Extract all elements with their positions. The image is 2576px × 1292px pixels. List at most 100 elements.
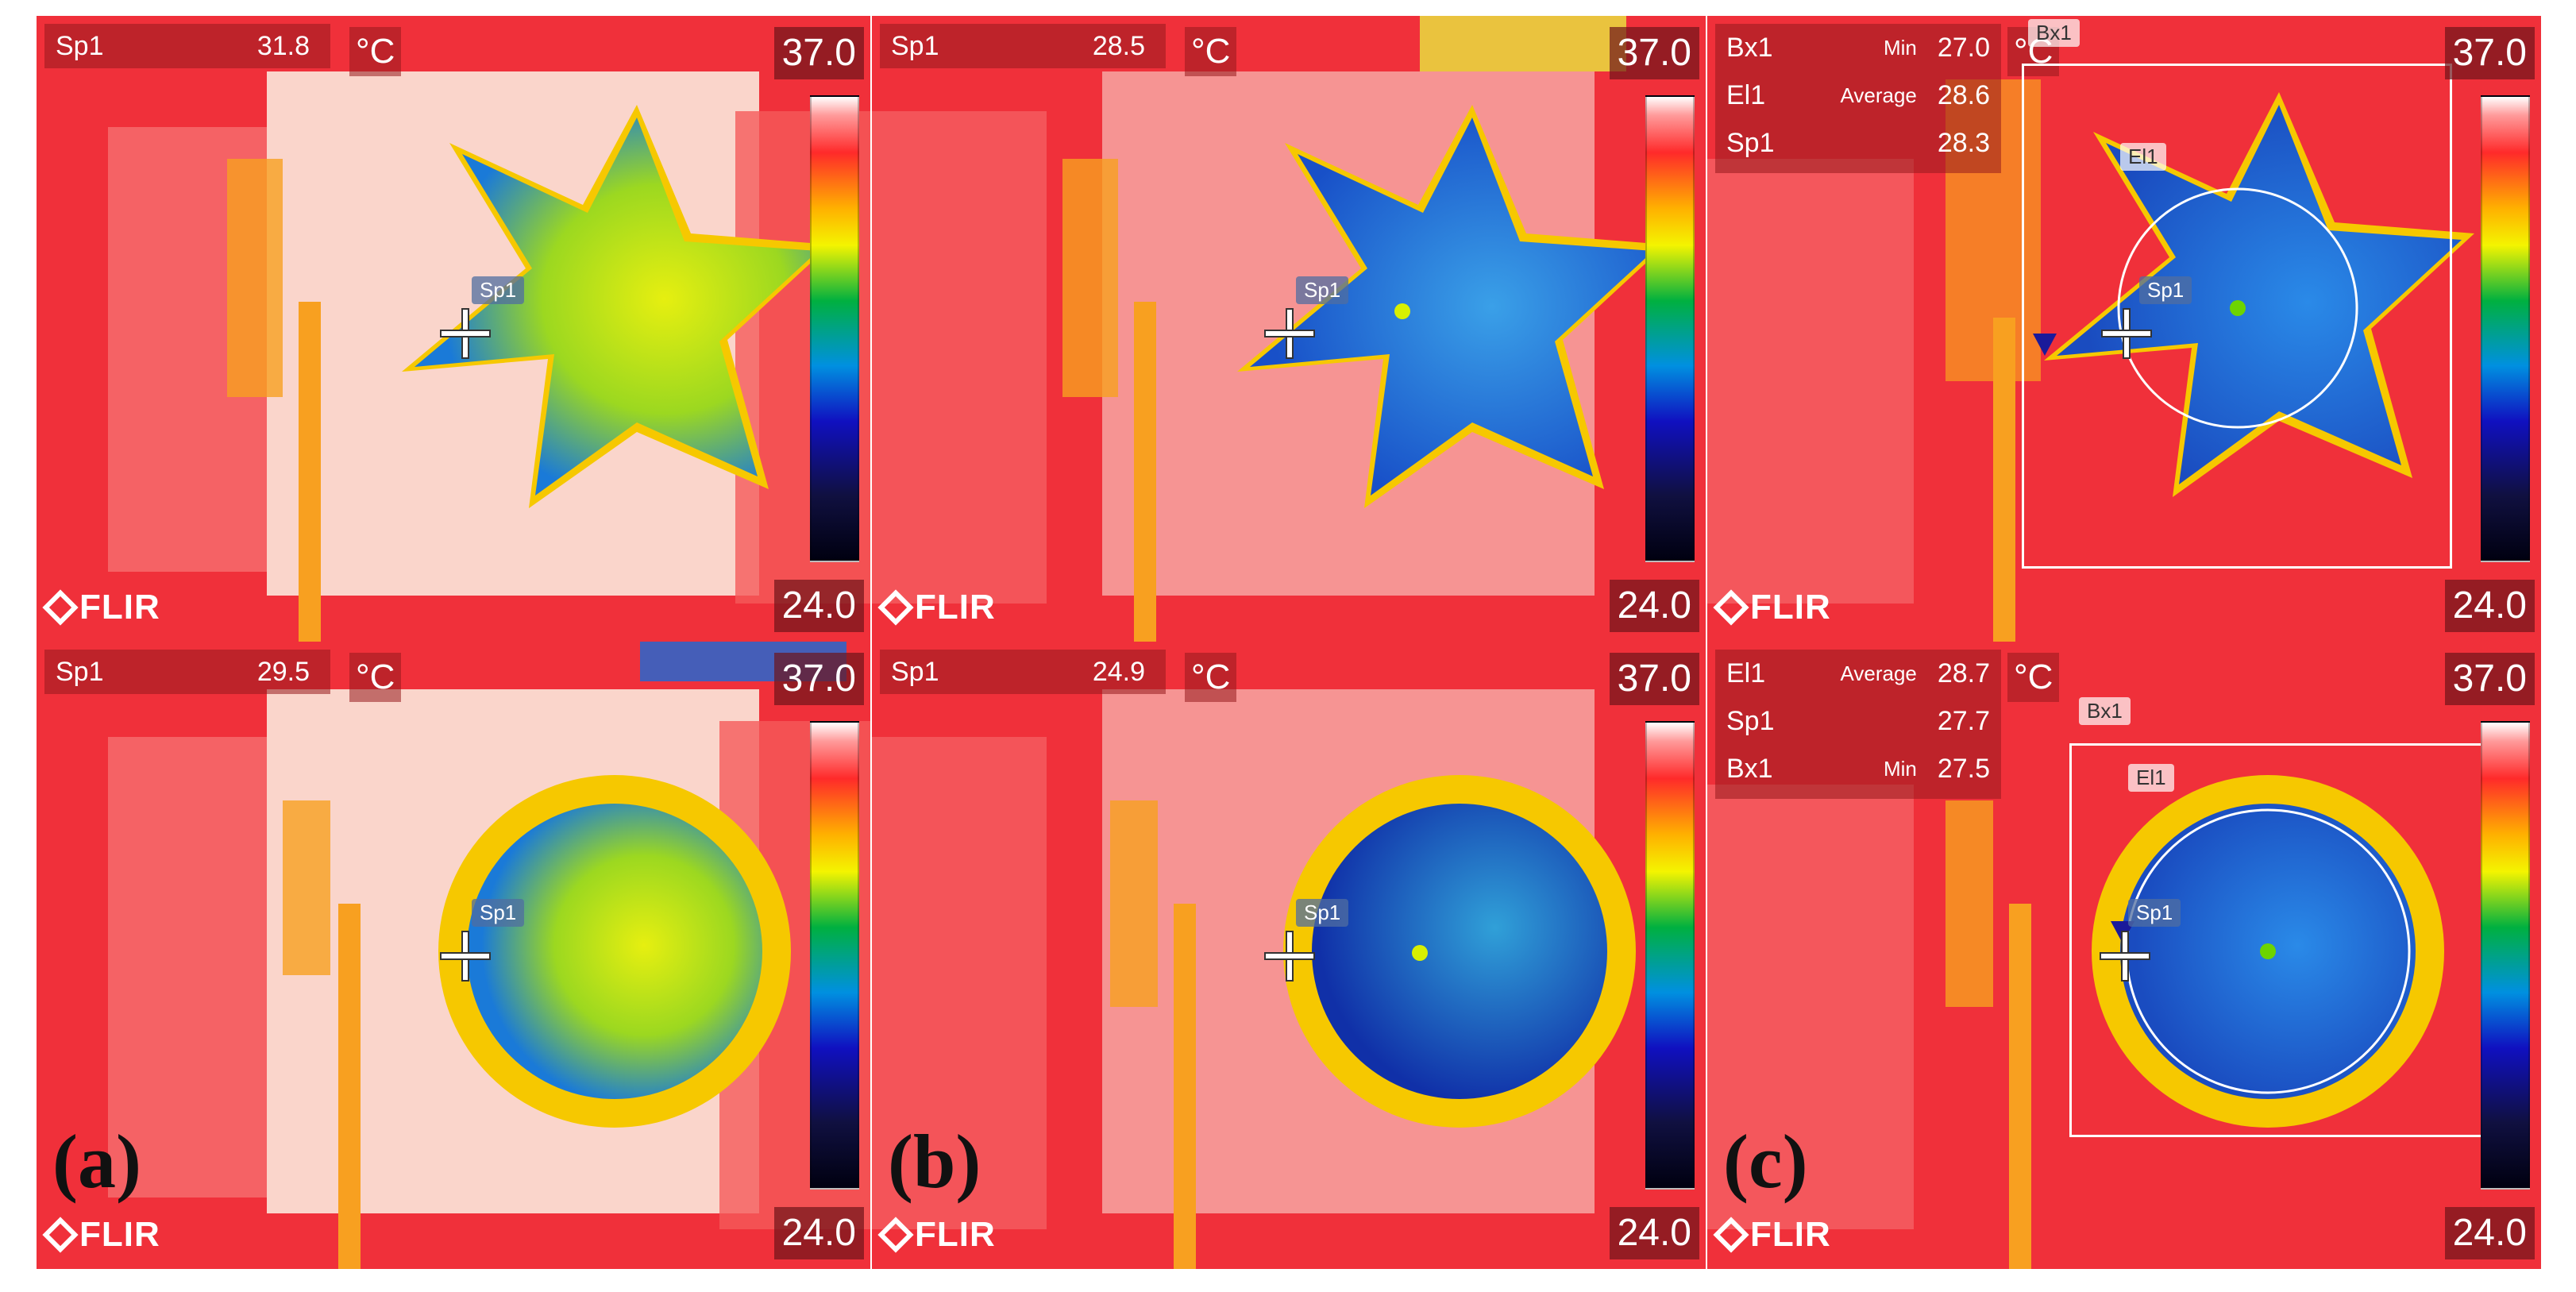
flir-logo-icon [877,1217,914,1253]
readout-stat: Min [1883,36,1917,60]
readout-row: Bx1 Min 27.0 [1715,24,2001,71]
spot-label: Sp1 [56,31,104,61]
flir-logo-text: FLIR [79,1215,160,1254]
unit-label: °C [1185,653,1237,702]
thermal-panel-c-bottom: El1 Average 28.7 Sp1 27.7 Bx1 Min 27.5 °… [1707,642,2541,1269]
readout-row: Sp1 31.8 [44,24,330,68]
flir-logo-text: FLIR [1750,1215,1831,1254]
thermal-image [1707,642,2541,1269]
spot-label: Sp1 [56,657,104,687]
unit-label: °C [1185,27,1237,76]
unit-label: °C [349,653,402,702]
star-hot-object [2057,105,2462,484]
spot-crosshair-icon [1266,932,1313,980]
flir-logo: FLIR [1713,588,1831,627]
ellipse-roi-tag: El1 [2128,764,2174,792]
readout-stat: Average [1840,83,1917,107]
unit-label: °C [2007,653,2060,702]
flir-logo: FLIR [42,588,160,627]
thermal-panel-c-top: Bx1 Min 27.0 El1 Average 28.6 Sp1 28.3 °… [1707,16,2541,642]
readout-value: 27.7 [1937,706,1990,736]
spot-readout: Sp1 28.5 [880,24,1166,68]
spot-marker-tag: Sp1 [472,899,525,927]
star-hot-object [415,118,818,496]
readout-label: Sp1 [1726,128,1775,158]
gear-hot-object [1312,804,1607,1099]
flir-logo-text: FLIR [79,588,160,627]
gear-hot-object [467,804,762,1099]
flir-logo-text: FLIR [915,1215,996,1254]
spot-readout: Sp1 24.9 [880,650,1166,694]
spot-crosshair-icon [2101,932,2149,980]
box-roi-tag: Bx1 [2079,697,2131,725]
thermal-panel-a-bottom: Sp1 29.5 °C 37.0 24.0 Sp1 (a) FLIR [37,642,870,1269]
readout-row: Sp1 29.5 [44,650,330,694]
scale-min-value: 24.0 [773,1207,864,1259]
panel-label-a: (a) [52,1119,141,1204]
spot-readout: Sp1 29.5 [44,650,330,694]
scale-min-value: 24.0 [2444,1207,2535,1259]
box-roi-tag: Bx1 [2028,19,2080,47]
thermal-image [872,642,1706,1269]
flir-logo: FLIR [1713,1215,1831,1255]
thermal-panel-b-bottom: Sp1 24.9 °C 37.0 24.0 Sp1 (b) FLIR [872,642,1706,1269]
flir-logo: FLIR [877,1215,996,1255]
readout-row: Sp1 24.9 [880,650,1166,694]
flir-logo-icon [42,589,79,626]
spot-label: Sp1 [891,657,939,687]
temperature-colorbar [2481,721,2530,1190]
measurement-readout: Bx1 Min 27.0 El1 Average 28.6 Sp1 28.3 [1715,24,2001,173]
readout-stat: Average [1840,661,1917,685]
spot-value: 28.5 [1092,31,1145,61]
scale-max-value: 37.0 [1609,27,1699,79]
flir-logo: FLIR [42,1215,160,1255]
thermal-panel-b-top: Sp1 28.5 °C 37.0 24.0 Sp1 FLIR [872,16,1706,642]
readout-label: Bx1 [1726,33,1773,63]
ellipse-roi-tag: El1 [2120,143,2166,171]
flir-logo-icon [877,589,914,626]
readout-row: Sp1 27.7 [1715,697,2001,745]
star-hot-object [1250,118,1653,496]
readout-row: El1 Average 28.6 [1715,71,2001,119]
scale-min-value: 24.0 [1609,1207,1699,1259]
flir-logo-text: FLIR [1750,588,1831,627]
readout-label: El1 [1726,658,1766,688]
flir-logo-icon [1713,1217,1749,1253]
readout-label: Bx1 [1726,754,1773,784]
flir-logo-icon [42,1217,79,1253]
spot-marker-tag: Sp1 [2139,276,2192,304]
readout-value: 28.6 [1937,80,1990,110]
scale-max-value: 37.0 [2444,653,2535,705]
temperature-colorbar [2481,95,2530,562]
thermal-panel-a-top: Sp1 31.8 °C 37.0 24.0 Sp1 FLIR [37,16,870,642]
readout-value: 27.0 [1937,33,1990,63]
temperature-colorbar [1645,721,1695,1190]
box-roi [2022,64,2452,569]
spot-marker-tag: Sp1 [1296,899,1349,927]
spot-readout: Sp1 31.8 [44,24,330,68]
readout-row: Sp1 28.5 [880,24,1166,68]
scale-max-value: 37.0 [773,27,864,79]
spot-marker-tag: Sp1 [2128,899,2181,927]
spot-value: 31.8 [256,31,310,61]
flir-logo: FLIR [877,588,996,627]
scale-max-value: 37.0 [2444,27,2535,79]
spot-crosshair-icon [442,932,489,980]
panel-label-c: (c) [1723,1119,1808,1204]
scale-max-value: 37.0 [1609,653,1699,705]
spot-marker-tag: Sp1 [472,276,525,304]
readout-value: 27.5 [1937,754,1990,784]
flir-logo-icon [1713,589,1749,626]
unit-label: °C [349,27,402,76]
readout-row: El1 Average 28.7 [1715,650,2001,697]
spot-crosshair-icon [442,310,489,357]
readout-row: Bx1 Min 27.5 [1715,745,2001,793]
scale-max-value: 37.0 [773,653,864,705]
spot-value: 24.9 [1092,657,1145,687]
flir-logo-text: FLIR [915,588,996,627]
readout-label: Sp1 [1726,706,1775,736]
temperature-colorbar [810,721,859,1190]
readout-stat: Min [1883,757,1917,781]
spot-value: 29.5 [256,657,310,687]
